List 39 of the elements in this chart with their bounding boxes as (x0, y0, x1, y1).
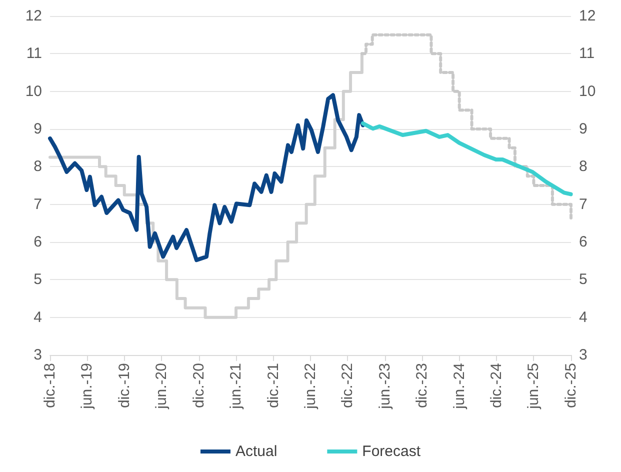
x-tick-label: jun.-25 (525, 363, 542, 410)
legend-label: Actual (235, 443, 278, 460)
y-tick-label: 11 (26, 45, 42, 62)
x-tick-label: jun.-20 (153, 363, 170, 410)
legend-label: Forecast (362, 443, 422, 460)
y2-tick-label: 6 (579, 234, 588, 250)
x-tick-label: jun.-21 (228, 363, 245, 410)
y2-tick-label: 8 (579, 158, 588, 176)
x-tick-label: jun.-19 (78, 363, 96, 410)
x-tick-label: dic.-18 (42, 363, 58, 408)
y2-tick-label: 3 (579, 346, 588, 364)
y-tick-label: 6 (34, 234, 42, 250)
y2-tick-label: 11 (579, 45, 595, 62)
x-tick-label: jun.-24 (450, 363, 468, 410)
y2-tick-label: 5 (579, 271, 588, 288)
y-tick-label: 8 (34, 158, 42, 176)
x-tick-label: dic.-19 (116, 363, 133, 408)
x-tick-label: dic.-22 (339, 363, 356, 408)
y2-tick-label: 9 (579, 120, 588, 138)
x-tick-label: dic.-24 (488, 363, 506, 408)
y-tick-label: 12 (25, 8, 42, 24)
y2-tick-label: 10 (579, 82, 596, 100)
y2-tick-label: 4 (579, 308, 588, 326)
line-series (48, 93, 365, 262)
y2-tick-label: 12 (579, 8, 596, 24)
y-tick-label: 5 (34, 271, 42, 288)
y-tick-label: 9 (34, 120, 42, 138)
y-tick-label: 7 (34, 196, 42, 213)
line-series (360, 121, 573, 196)
y-tick-label: 4 (34, 308, 42, 326)
y-tick-label: 10 (25, 82, 42, 100)
x-tick-label: jun.-22 (302, 363, 319, 410)
y2-tick-label: 7 (579, 196, 588, 213)
x-tick-label: dic.-25 (562, 363, 580, 408)
x-tick-label: dic.-20 (190, 363, 208, 408)
x-tick-label: jun.-23 (376, 363, 394, 410)
y-tick-label: 3 (34, 346, 42, 364)
x-tick-label: dic.-23 (414, 363, 431, 408)
x-tick-label: dic.-21 (264, 363, 282, 408)
